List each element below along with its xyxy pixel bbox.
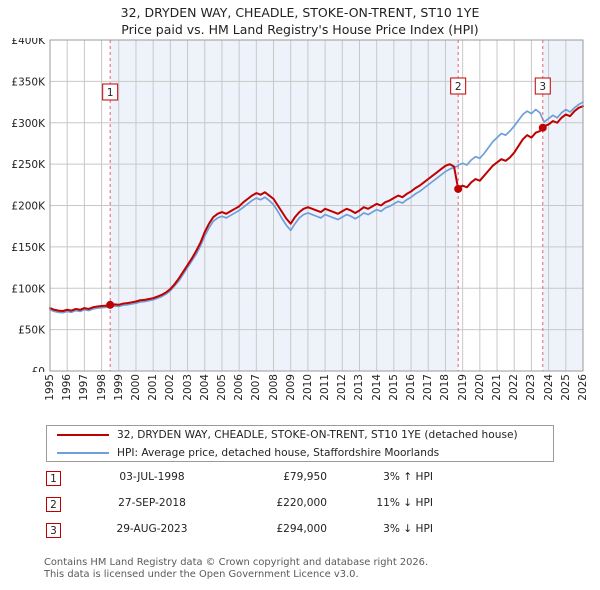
x-axis-tick-label: 2010	[301, 374, 314, 401]
legend-row-property: 32, DRYDEN WAY, CHEADLE, STOKE-ON-TRENT,…	[47, 426, 553, 444]
data-series-line	[49, 105, 584, 313]
transaction-marker-label: 2	[455, 81, 462, 93]
transaction-marker-label: 1	[107, 87, 114, 99]
x-axis-labels: 1995 1996 1997 1998 1999 2000 2001 2002 2003 2004…	[0, 374, 600, 420]
transaction-date: 29-AUG-2023	[116, 523, 188, 535]
x-axis-tick-label: 2006	[233, 374, 246, 401]
transaction-point	[106, 300, 115, 309]
x-axis-tick-label: 1999	[112, 374, 125, 401]
x-axis-tick-label: 2014	[370, 374, 383, 401]
y-axis-tick-label: £350K	[11, 76, 46, 88]
x-axis-tick-label: 2007	[250, 374, 263, 401]
transaction-marker-number: 1	[46, 471, 61, 486]
x-axis-tick-label: 2004	[198, 374, 211, 401]
legend-label-hpi: HPI: Average price, detached house, Staf…	[117, 447, 440, 459]
transaction-row: 2 27-SEP-2018 £220,000 11% ↓ HPI	[46, 496, 466, 522]
y-axis-tick-label: £250K	[11, 159, 46, 171]
legend-swatch-hpi	[57, 452, 109, 454]
x-axis-tick-label: 2011	[319, 374, 332, 401]
x-axis-tick-label: 2018	[439, 374, 452, 401]
price-history-line-chart: £0 £50K £100K £150K £200K £250K £300K £350K £400…	[11, 38, 584, 372]
data-series-line	[49, 101, 584, 314]
transaction-hpi-delta: 3% ↑ HPI	[383, 471, 433, 483]
x-axis-tick-label: 2001	[147, 374, 160, 401]
y-axis-tick-label: £100K	[11, 283, 46, 295]
chart-legend: 32, DRYDEN WAY, CHEADLE, STOKE-ON-TRENT,…	[46, 425, 554, 462]
transaction-row: 1 03-JUL-1998 £79,950 3% ↑ HPI	[46, 470, 466, 496]
chart-plot-area: £0 £50K £100K £150K £200K £250K £300K £350K £400…	[0, 38, 600, 372]
transaction-hpi-delta: 3% ↓ HPI	[383, 523, 433, 535]
x-axis-tick-label: 2023	[525, 374, 538, 401]
x-axis-tick-label: 2025	[559, 374, 572, 401]
title-line-1: 32, DRYDEN WAY, CHEADLE, STOKE-ON-TRENT,…	[120, 5, 480, 20]
transaction-date: 27-SEP-2018	[118, 497, 186, 509]
y-axis-tick-label: £0	[32, 366, 45, 372]
transaction-date: 03-JUL-1998	[119, 471, 185, 483]
x-axis-tick-label: 1997	[78, 374, 91, 401]
transaction-price: £294,000	[276, 523, 327, 535]
x-axis-tick-label: 1998	[95, 374, 108, 401]
x-axis-tick-label: 1995	[44, 374, 56, 401]
transactions-table: 1 03-JUL-1998 £79,950 3% ↑ HPI 2 27-SEP-2018 £…	[46, 470, 466, 548]
x-axis-tick-label: 2019	[456, 374, 469, 401]
legend-row-hpi: HPI: Average price, detached house, Staf…	[47, 444, 553, 462]
plot-border	[49, 39, 584, 372]
y-axis-tick-label: £200K	[11, 201, 46, 213]
transaction-hpi-delta: 11% ↓ HPI	[376, 497, 433, 509]
x-axis-tick-label: 2020	[473, 374, 486, 401]
title-line-2: Price paid vs. HM Land Registry's House …	[121, 22, 479, 37]
footer-attribution: Contains HM Land Registry data © Crown c…	[44, 557, 584, 580]
transaction-marker-number: 3	[46, 523, 61, 538]
x-axis-tick-label: 2024	[542, 374, 555, 401]
x-axis-tick-label: 2013	[353, 374, 366, 401]
x-axis-tick-label: 2026	[577, 374, 589, 401]
page-title: 32, DRYDEN WAY, CHEADLE, STOKE-ON-TRENT,…	[0, 4, 600, 38]
transaction-marker-box	[534, 77, 551, 95]
legend-label-property: 32, DRYDEN WAY, CHEADLE, STOKE-ON-TRENT,…	[117, 429, 518, 441]
transaction-point	[538, 123, 547, 132]
x-axis-tick-label: 2000	[129, 374, 142, 401]
x-axis-tick-label: 2022	[508, 374, 521, 401]
x-axis-tick-label: 2015	[387, 374, 400, 401]
footer-line-1: Contains HM Land Registry data © Crown c…	[44, 557, 429, 568]
x-axis-tick-label: 2016	[405, 374, 418, 401]
x-axis-tick-label: 2005	[215, 374, 228, 401]
transaction-marker-box	[102, 83, 119, 101]
footer-line-2: This data is licensed under the Open Gov…	[44, 568, 359, 580]
x-axis-tick-label: 2009	[284, 374, 297, 401]
transaction-price: £220,000	[276, 497, 327, 509]
transaction-price: £79,950	[283, 471, 327, 483]
transaction-marker-number: 2	[46, 497, 61, 512]
transaction-marker-box	[450, 77, 467, 95]
x-axis-tick-label: 2003	[181, 374, 194, 401]
transaction-row: 3 29-AUG-2023 £294,000 3% ↓ HPI	[46, 522, 466, 548]
x-axis-tick-label: 2002	[164, 374, 177, 401]
legend-swatch-property	[57, 434, 109, 436]
y-axis-tick-label: £400K	[11, 38, 46, 47]
transaction-point	[454, 184, 463, 193]
y-axis-tick-label: £150K	[11, 242, 46, 254]
x-axis-tick-label: 2021	[491, 374, 504, 401]
y-axis-tick-label: £50K	[18, 325, 46, 337]
x-axis-tick-label: 2017	[422, 374, 435, 401]
transaction-marker-label: 3	[539, 81, 546, 93]
x-axis-tick-label: 2008	[267, 374, 280, 401]
x-axis-tick-label: 1996	[61, 374, 74, 401]
y-axis-tick-label: £300K	[11, 118, 46, 130]
x-axis-tick-label: 2012	[336, 374, 349, 401]
